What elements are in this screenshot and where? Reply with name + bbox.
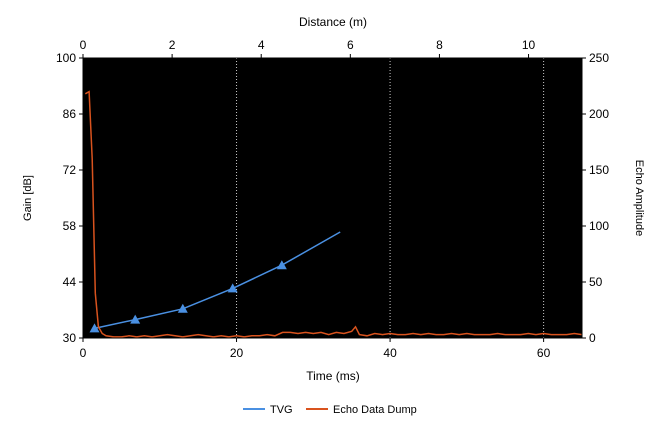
x-bottom-tick-40-label: 40: [383, 346, 397, 360]
x-top-tick-2-label: 2: [169, 38, 176, 52]
legend-label-tvg: TVG: [270, 404, 293, 416]
y-right-tick-150-label: 150: [589, 163, 609, 177]
series-tvg-point-3: [227, 283, 238, 293]
y-left-tick-44-label: 44: [63, 275, 77, 289]
series-tvg-point-4: [276, 260, 287, 270]
series-echo-data-dump: [84, 90, 583, 338]
y-left-tick-100-label: 100: [56, 51, 76, 65]
y-left-tick-30-label: 30: [63, 331, 77, 345]
series-tvg-point-0: [89, 323, 100, 333]
y-right-tick-0-label: 0: [589, 331, 596, 345]
x-bottom-axis-title: Time (ms): [306, 369, 360, 383]
legend: TVG Echo Data Dump: [243, 404, 417, 416]
series-tvg-line: [94, 231, 341, 330]
x-bottom-tick-60-label: 60: [537, 346, 551, 360]
plot-area-background: [83, 58, 582, 338]
y-left-axis-title: Gain [dB]: [22, 175, 34, 221]
x-bottom-tick-0-label: 0: [80, 346, 87, 360]
series-layer: [84, 90, 583, 338]
y-right-tick-250-label: 250: [589, 51, 609, 65]
series-tvg-point-2: [177, 303, 188, 313]
x-top-tick-6-label: 6: [347, 38, 354, 52]
y-right-tick-200-label: 200: [589, 107, 609, 121]
y-right-tick-50-label: 50: [589, 275, 603, 289]
series-tvg-point-1: [130, 314, 141, 324]
y-left-tick-86-label: 86: [63, 107, 77, 121]
x-top-axis-title: Distance (m): [299, 15, 367, 29]
y-right-axis-title: Echo Amplitude: [633, 160, 645, 236]
y-right-tick-100-label: 100: [589, 219, 609, 233]
y-left-tick-72-label: 72: [63, 163, 77, 177]
series-echo-data-dump-line: [84, 90, 583, 338]
axes-layer: [82, 57, 583, 339]
ticks-layer: 0 20 40 60 0 2 4 6 8 10 30 44 58 72 86 100 0 50 100 150 200 2…: [56, 38, 609, 360]
x-top-tick-10-label: 10: [522, 38, 536, 52]
legend-label-echo-data-dump: Echo Data Dump: [333, 404, 417, 416]
series-tvg: [89, 231, 341, 333]
x-top-tick-8-label: 8: [436, 38, 443, 52]
x-top-tick-4-label: 4: [258, 38, 265, 52]
x-bottom-tick-20-label: 20: [230, 346, 244, 360]
x-top-tick-0-label: 0: [80, 38, 87, 52]
y-left-tick-58-label: 58: [63, 219, 77, 233]
